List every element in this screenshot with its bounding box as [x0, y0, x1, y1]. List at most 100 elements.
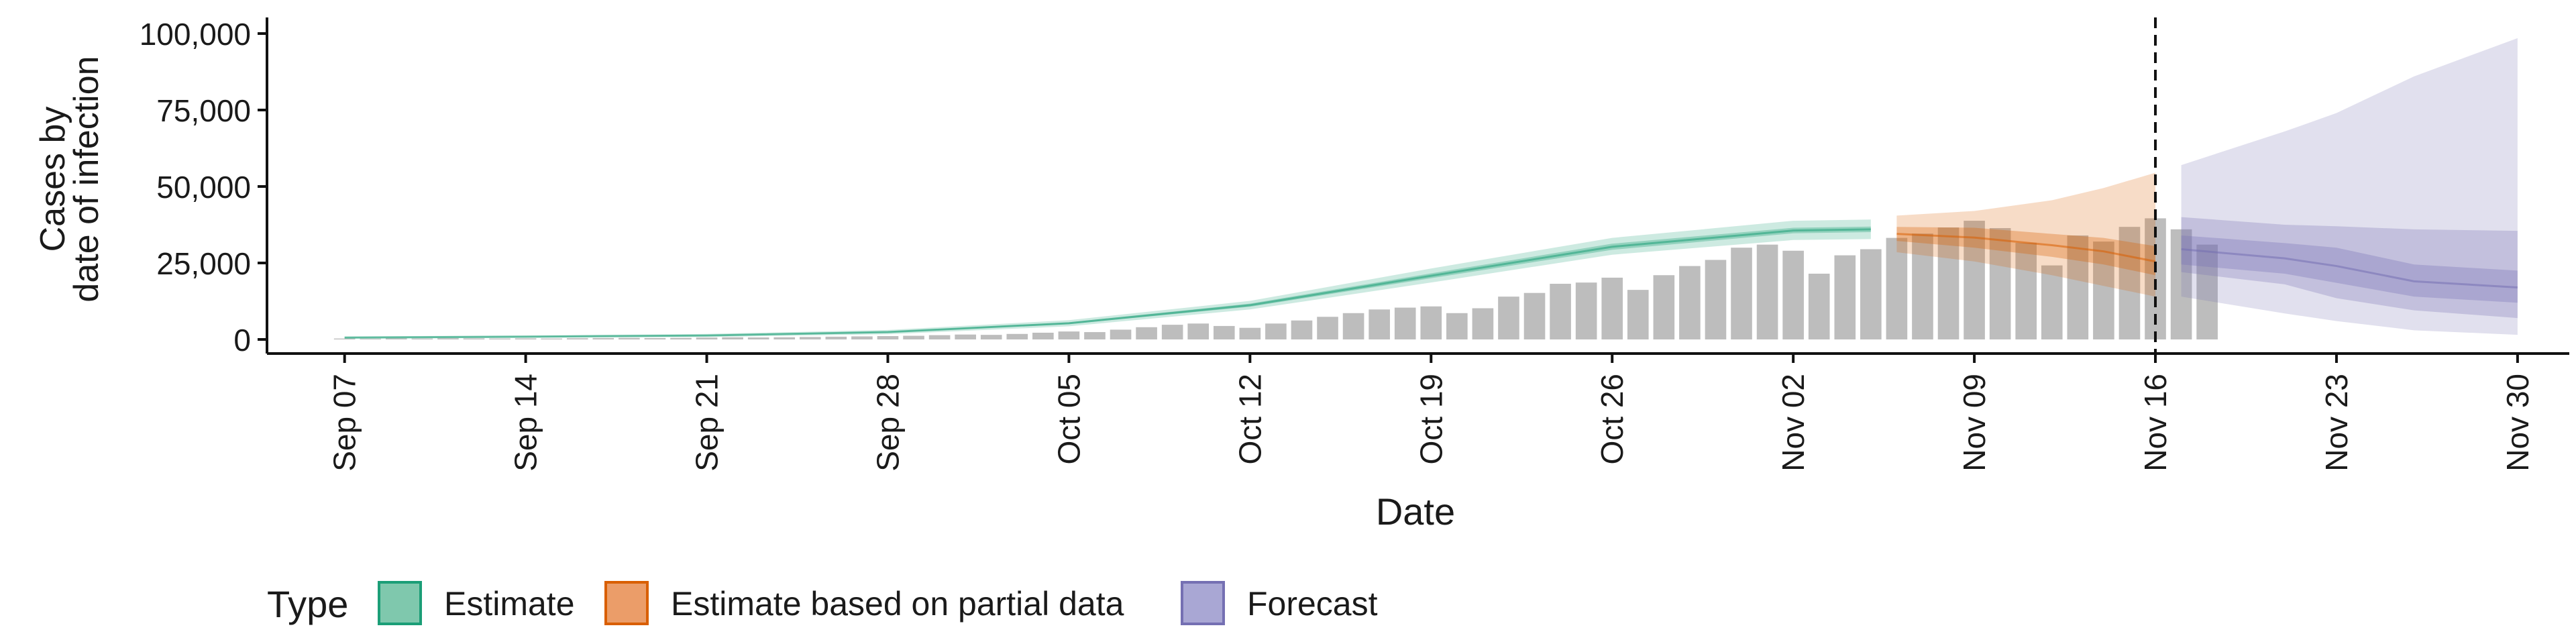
bar-reported-cases — [1394, 307, 1416, 339]
bar-reported-cases — [1136, 327, 1157, 339]
bar-reported-cases — [1912, 233, 1933, 339]
x-tick-label: Sep 07 — [327, 374, 362, 472]
bar-reported-cases — [592, 337, 614, 339]
bar-reported-cases — [1446, 313, 1468, 339]
bar-reported-cases — [1291, 320, 1313, 339]
x-tick-label: Nov 02 — [1776, 374, 1811, 472]
y-axis-title-line-1: Cases by — [34, 107, 72, 252]
bar-reported-cases — [1420, 306, 1442, 339]
band-partial-inner — [1896, 227, 2156, 276]
bar-reported-cases — [696, 337, 718, 339]
bar-reported-cases — [1368, 309, 1390, 339]
bar-reported-cases — [2093, 241, 2114, 339]
bar-reported-cases — [773, 337, 796, 339]
x-tick-label: Oct 19 — [1413, 374, 1448, 465]
x-tick-label: Sep 28 — [870, 374, 905, 472]
bar-reported-cases — [1058, 331, 1080, 339]
bar-reported-cases — [2170, 229, 2192, 339]
legend-label-forecast: Forecast — [1247, 585, 1378, 623]
bar-reported-cases — [1472, 308, 1494, 339]
bar-reported-cases — [1834, 255, 1856, 339]
x-tick-label: Sep 21 — [690, 374, 724, 472]
bar-reported-cases — [1550, 284, 1571, 339]
bar-reported-cases — [1161, 325, 1183, 339]
x-tick-label: Oct 05 — [1051, 374, 1086, 465]
legend-item-forecast: Forecast — [1181, 581, 1378, 625]
bar-reported-cases — [1601, 277, 1623, 339]
bar-reported-cases — [1006, 333, 1028, 339]
x-tick-label: Nov 09 — [1957, 374, 1992, 472]
legend-swatch-forecast — [1181, 581, 1225, 625]
bar-reported-cases — [1032, 332, 1054, 339]
bar-reported-cases — [903, 335, 924, 339]
legend-swatch-partial — [604, 581, 649, 625]
x-tick-label: Nov 30 — [2500, 374, 2535, 472]
bar-reported-cases — [385, 338, 407, 339]
bar-reported-cases — [1989, 228, 2011, 339]
bar-reported-cases — [980, 335, 1002, 339]
bar-reported-cases — [437, 338, 459, 339]
bar-reported-cases — [1575, 282, 1597, 339]
bar-reported-cases — [825, 336, 847, 339]
bar-reported-cases — [670, 337, 692, 339]
y-tick-label: 0 — [233, 323, 251, 358]
bar-reported-cases — [799, 337, 821, 339]
y-tick-label: 75,000 — [156, 93, 251, 128]
bar-reported-cases — [1860, 249, 1882, 339]
x-tick-label: Sep 14 — [508, 374, 543, 472]
legend-label-estimate: Estimate — [444, 585, 575, 623]
bar-reported-cases — [851, 336, 873, 339]
bar-reported-cases — [1213, 325, 1235, 339]
band-estimate-outer — [344, 219, 1871, 339]
y-tick-label: 50,000 — [156, 170, 251, 205]
bar-reported-cases — [566, 338, 588, 339]
band-forecast-outer — [2181, 38, 2518, 335]
x-tick-label: Oct 12 — [1232, 374, 1267, 465]
bar-reported-cases — [1498, 297, 1519, 339]
plot-marks — [333, 17, 2518, 354]
y-tick-label: 100,000 — [140, 17, 251, 52]
x-tick-label: Oct 26 — [1595, 374, 1629, 465]
legend-label-partial: Estimate based on partial data — [671, 585, 1124, 623]
bar-reported-cases — [1110, 329, 1132, 339]
bar-reported-cases — [1523, 292, 1546, 339]
y-tick-label: 25,000 — [156, 246, 251, 281]
line-forecast-median — [2181, 248, 2518, 288]
bar-reported-cases — [2015, 242, 2037, 339]
bar-reported-cases — [1239, 327, 1261, 339]
legend: Type Estimate Estimate based on partial d… — [267, 581, 1378, 625]
bar-reported-cases — [1627, 290, 1649, 339]
bar-reported-cases — [955, 334, 976, 339]
bar-reported-cases — [463, 338, 485, 339]
bar-reported-cases — [2196, 244, 2218, 339]
bar-reported-cases — [1808, 273, 1830, 339]
bar-reported-cases — [1782, 250, 1804, 339]
bar-reported-cases — [1084, 332, 1106, 339]
bar-reported-cases — [1679, 266, 1701, 339]
bar-reported-cases — [1705, 260, 1727, 339]
bar-reported-cases — [619, 337, 640, 339]
x-axis: Sep 07 Sep 14 Sep 21 Sep 28 Oct 05 Oct 12 Oct … — [267, 352, 2569, 472]
x-axis-title: Date — [1376, 490, 1455, 533]
line-partial-median — [1896, 233, 2156, 263]
bar-reported-cases — [747, 337, 769, 339]
bar-reported-cases — [2041, 265, 2063, 339]
bar-reported-cases — [1342, 313, 1364, 339]
bar-reported-cases — [644, 337, 666, 339]
bar-reported-cases — [877, 335, 899, 339]
bar-reported-cases — [722, 337, 743, 339]
bar-reported-cases — [1731, 248, 1752, 339]
legend-item-estimate: Estimate — [378, 581, 575, 625]
legend-item-partial: Estimate based on partial data — [604, 581, 1124, 625]
bar-reported-cases — [515, 338, 537, 339]
y-axis: 0 25,000 50,000 75,000 100,000 — [140, 17, 268, 358]
band-partial-outer — [1896, 172, 2156, 297]
bar-reported-cases — [1937, 227, 1960, 339]
bar-reported-cases — [928, 335, 951, 339]
bar-reported-cases — [2067, 235, 2089, 339]
bar-reported-cases — [1964, 221, 1985, 339]
x-tick-label: Nov 23 — [2319, 374, 2354, 472]
bar-reported-cases — [2118, 227, 2141, 339]
y-axis-title-line-2: date of infection — [67, 56, 106, 302]
